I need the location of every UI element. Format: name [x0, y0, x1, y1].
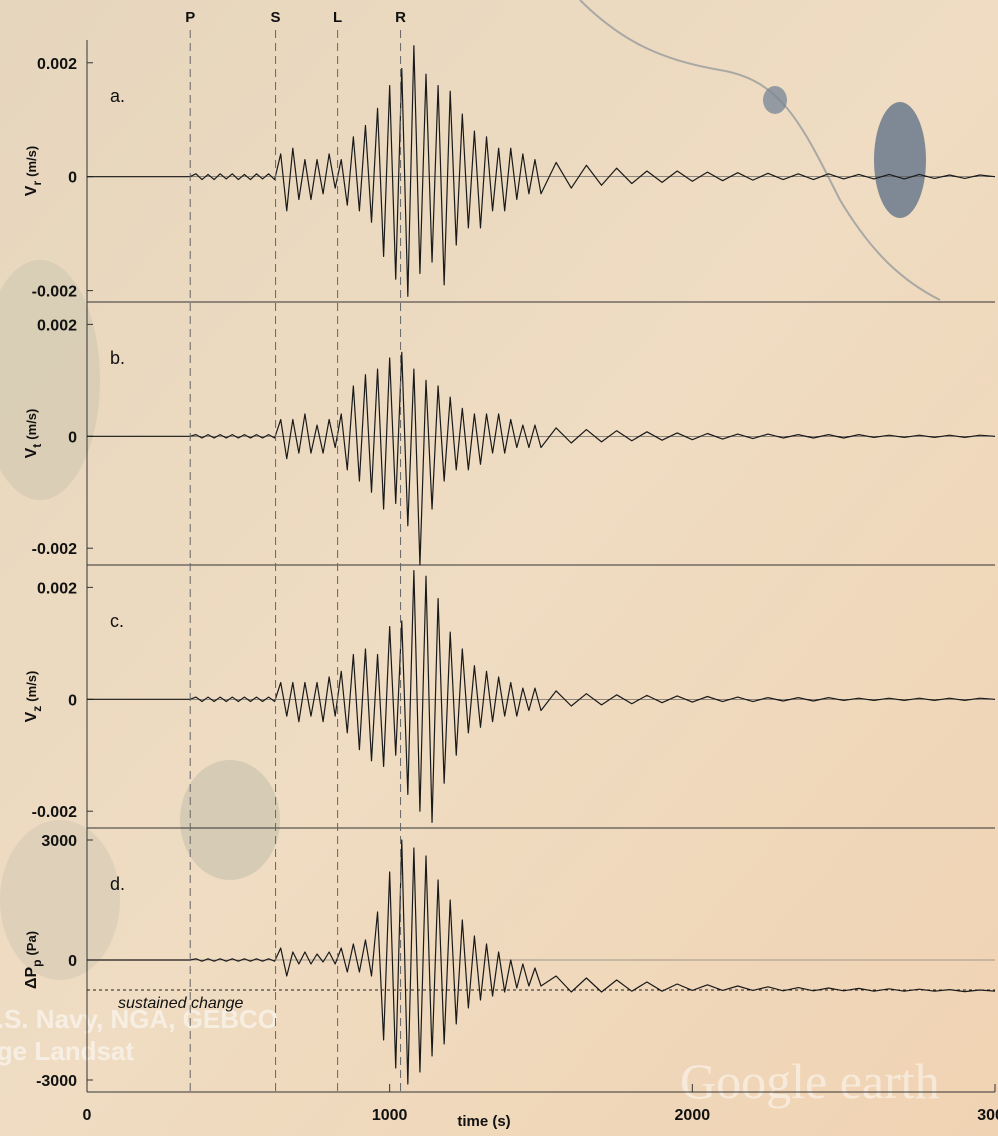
phase-label: P	[185, 9, 195, 26]
panel-label: b.	[110, 348, 125, 368]
x-tick-label: 3000	[977, 1107, 998, 1124]
y-axis-label-part: (m/s)	[24, 671, 39, 702]
y-axis-label-part: (m/s)	[24, 409, 39, 440]
attribution: Image Landsat	[0, 1036, 134, 1066]
y-axis-label-part: (m/s)	[24, 146, 39, 177]
panel-label: c.	[110, 611, 124, 631]
y-tick-label: 0	[68, 692, 77, 709]
y-tick-label: -3000	[36, 1073, 77, 1090]
x-tick-label: 1000	[372, 1107, 408, 1124]
map-lake	[763, 86, 787, 114]
y-tick-label: 0.002	[37, 580, 77, 597]
y-axis-label-part: ΔP	[23, 967, 40, 990]
y-tick-label: -0.002	[32, 284, 77, 301]
y-tick-label: 0	[68, 429, 77, 446]
map-lake	[874, 102, 926, 218]
logo: Google earth	[680, 1053, 940, 1109]
x-tick-label: 0	[83, 1107, 92, 1124]
y-axis-label-part: V	[23, 185, 40, 196]
y-axis-label-part: V	[23, 447, 40, 458]
x-axis-label: time (s)	[457, 1113, 510, 1130]
y-axis-label-part: p	[30, 960, 44, 967]
y-axis-label-part: (Pa)	[24, 931, 39, 956]
y-axis-label-part: r	[30, 181, 44, 186]
map-background	[0, 0, 998, 1136]
y-tick-label: 0	[68, 170, 77, 187]
x-tick-label: 2000	[675, 1107, 711, 1124]
page: {"phases":[{"label":"P","x":341},{"label…	[0, 0, 998, 1136]
panel-label: a.	[110, 86, 125, 106]
y-tick-label: -0.002	[32, 541, 77, 558]
map-terrain	[180, 760, 280, 880]
y-tick-label: 0	[68, 953, 77, 970]
phase-label: L	[333, 9, 342, 26]
panel-label: d.	[110, 874, 125, 894]
y-axis-label-part: t	[30, 444, 44, 448]
phase-label: R	[395, 9, 406, 26]
y-tick-label: 0.002	[37, 56, 77, 73]
phase-label: S	[271, 9, 281, 26]
chart: U.S. Navy, NGA, GEBCOImage LandsatGoogle…	[0, 0, 998, 1136]
y-tick-label: 3000	[41, 833, 77, 850]
y-axis-label-part: z	[30, 706, 44, 712]
y-tick-label: -0.002	[32, 804, 77, 821]
y-tick-label: 0.002	[37, 317, 77, 334]
annotation-label: sustained change	[118, 995, 244, 1012]
y-axis-label-part: V	[23, 711, 40, 722]
